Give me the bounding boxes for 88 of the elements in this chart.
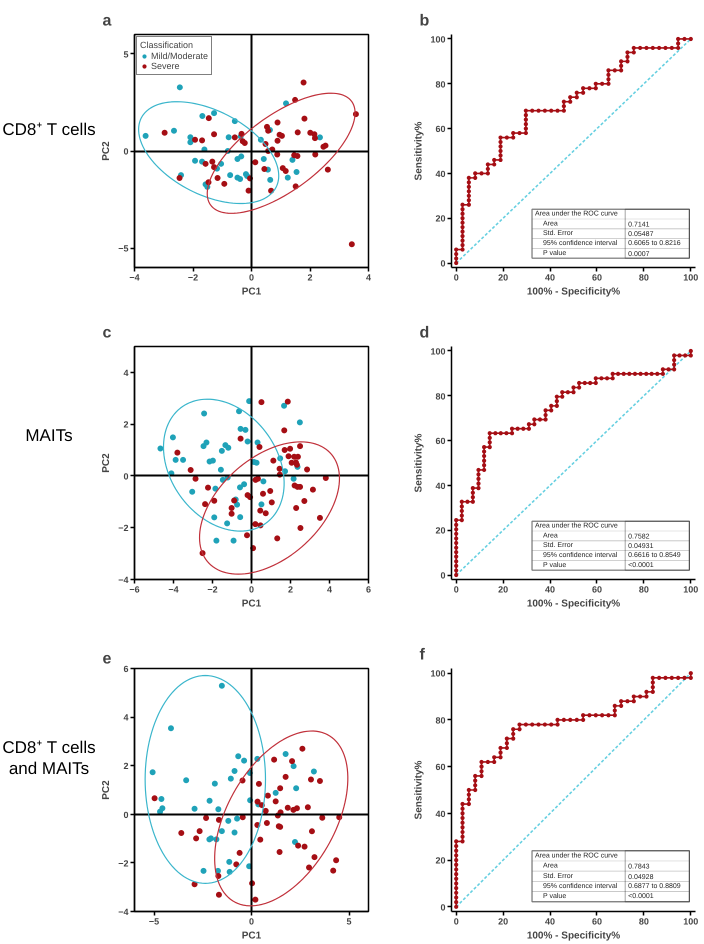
- x-tick-label: 100: [683, 916, 698, 926]
- y-tick-label: 60: [435, 762, 446, 772]
- x-tick-label: 5: [346, 916, 352, 926]
- x-tick-label: 0: [248, 916, 254, 926]
- text: CD8⁺ T cells and MAITs: [1, 736, 97, 780]
- chart-title: b: [420, 12, 430, 30]
- y-tick-label: 100: [430, 34, 446, 44]
- text: CD8⁺ T cells: [1, 119, 97, 142]
- y-tick-label: 0: [123, 810, 129, 820]
- x-tick-label: 40: [545, 584, 556, 594]
- y-tick-label: −2: [118, 858, 129, 868]
- x-tick-label: 20: [498, 584, 508, 594]
- x-axis-title: 100% - Specificity%: [526, 930, 620, 942]
- legend-label: Severe: [151, 61, 180, 71]
- x-tick-label: 60: [592, 916, 602, 926]
- x-tick-label: 2: [288, 584, 294, 594]
- chart-title: c: [102, 324, 112, 342]
- chart-title: e: [102, 650, 112, 668]
- y-tick-label: −2: [118, 523, 129, 534]
- y-tick-label: 80: [435, 391, 446, 402]
- y-tick-label: −4: [118, 907, 129, 917]
- x-axis-title: 100% - Specificity%: [526, 598, 620, 610]
- y-tick-label: 20: [435, 856, 446, 866]
- x-axis-title: PC1: [242, 930, 262, 942]
- y-tick-label: 2: [123, 420, 129, 430]
- x-axis-title: PC1: [242, 598, 262, 610]
- x-tick-label: −2: [188, 272, 198, 282]
- x-tick-label: −6: [129, 584, 140, 594]
- y-axis-title: Sensitivity%: [413, 760, 424, 820]
- y-tick-label: 60: [435, 436, 446, 446]
- y-tick-label: 20: [435, 526, 446, 536]
- x-tick-label: 100: [683, 584, 698, 594]
- x-tick-label: 0: [454, 916, 459, 926]
- x-tick-label: 60: [592, 584, 602, 594]
- chart-title: a: [102, 12, 112, 30]
- y-tick-label: 0: [123, 471, 129, 482]
- x-tick-label: −5: [148, 916, 160, 926]
- x-tick-label: 4: [326, 584, 332, 594]
- x-tick-label: 2: [307, 272, 313, 282]
- y-tick-label: 100: [430, 668, 446, 679]
- x-tick-label: −4: [168, 584, 179, 594]
- y-tick-label: 40: [435, 808, 446, 819]
- y-tick-label: −5: [118, 244, 129, 254]
- y-tick-label: 0: [440, 258, 446, 269]
- x-tick-label: 0: [248, 272, 254, 282]
- y-tick-label: 0: [440, 902, 446, 912]
- x-tick-label: 6: [366, 584, 372, 594]
- x-tick-label: 100: [683, 272, 698, 282]
- chart-title: f: [420, 646, 426, 664]
- x-tick-label: 40: [545, 916, 556, 926]
- y-tick-label: 20: [435, 214, 446, 224]
- y-tick-label: −4: [118, 575, 129, 585]
- legend-label: Mild/Moderate: [151, 51, 208, 61]
- y-axis-title: PC2: [101, 452, 112, 473]
- legend-title: Classification: [140, 40, 194, 50]
- y-tick-label: 6: [123, 664, 129, 674]
- y-tick-label: 0: [440, 570, 446, 581]
- x-tick-label: 60: [592, 272, 602, 282]
- x-tick-label: 0: [248, 584, 254, 594]
- y-tick-label: 2: [123, 761, 129, 772]
- x-axis-title: 100% - Specificity%: [526, 286, 620, 298]
- y-axis-title: Sensitivity%: [413, 121, 424, 180]
- y-axis-title: Sensitivity%: [413, 433, 424, 492]
- chart-title: d: [420, 324, 430, 342]
- x-tick-label: −2: [207, 584, 218, 594]
- y-tick-label: 80: [435, 715, 446, 726]
- y-tick-label: 60: [435, 124, 446, 134]
- y-tick-label: 5: [123, 49, 129, 60]
- x-tick-label: 80: [638, 272, 649, 282]
- x-tick-label: 0: [454, 584, 459, 594]
- y-tick-label: 40: [435, 480, 446, 491]
- y-tick-label: 100: [430, 346, 446, 356]
- y-axis-title: PC2: [101, 140, 112, 161]
- x-tick-label: 20: [498, 916, 508, 926]
- y-tick-label: 0: [123, 146, 129, 156]
- x-tick-label: 40: [545, 272, 556, 282]
- y-tick-label: 4: [123, 712, 129, 723]
- y-axis-title: PC2: [101, 780, 112, 800]
- y-tick-label: 80: [435, 79, 446, 90]
- text: MAITs: [24, 425, 74, 448]
- y-tick-label: 4: [123, 368, 129, 378]
- x-tick-label: 4: [366, 272, 372, 282]
- x-tick-label: 80: [638, 916, 649, 926]
- x-tick-label: 80: [638, 584, 649, 594]
- x-axis-title: PC1: [242, 286, 262, 298]
- y-tick-label: 40: [435, 168, 446, 179]
- x-tick-label: 0: [454, 272, 459, 282]
- x-tick-label: 20: [498, 272, 508, 282]
